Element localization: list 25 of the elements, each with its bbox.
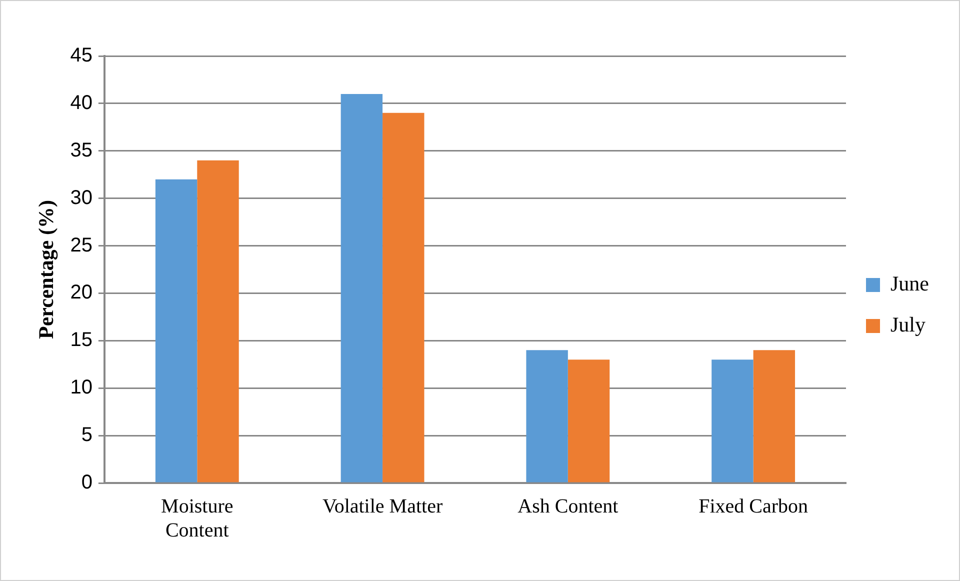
y-axis-title: Percentage (%) <box>34 200 58 339</box>
bar <box>197 160 239 482</box>
bar <box>712 360 754 482</box>
y-tick-label: 35 <box>70 139 92 162</box>
y-tick-label: 45 <box>70 44 92 67</box>
x-tick-label: Volatile Matter <box>322 495 443 518</box>
y-tick-label: 40 <box>70 92 92 114</box>
bar <box>753 350 796 482</box>
y-tick-label: 5 <box>81 424 92 446</box>
x-tick-label: Ash Content <box>518 495 619 518</box>
y-tick-label: 15 <box>70 329 92 352</box>
legend-label: June <box>890 272 930 296</box>
y-tick-label: 20 <box>70 282 92 304</box>
bar <box>155 179 198 482</box>
y-tick-label: 30 <box>70 186 92 209</box>
bar <box>526 350 568 482</box>
legend-label: July <box>890 312 926 337</box>
bar <box>382 112 424 482</box>
bar <box>568 360 610 482</box>
y-tick-label: 10 <box>70 376 92 399</box>
y-tick-label: 25 <box>70 234 92 256</box>
x-tick-label: Moisture Content <box>161 495 234 542</box>
bar <box>340 94 383 482</box>
y-tick-label: 0 <box>81 472 92 494</box>
x-tick-label: Fixed Carbon <box>698 495 808 518</box>
